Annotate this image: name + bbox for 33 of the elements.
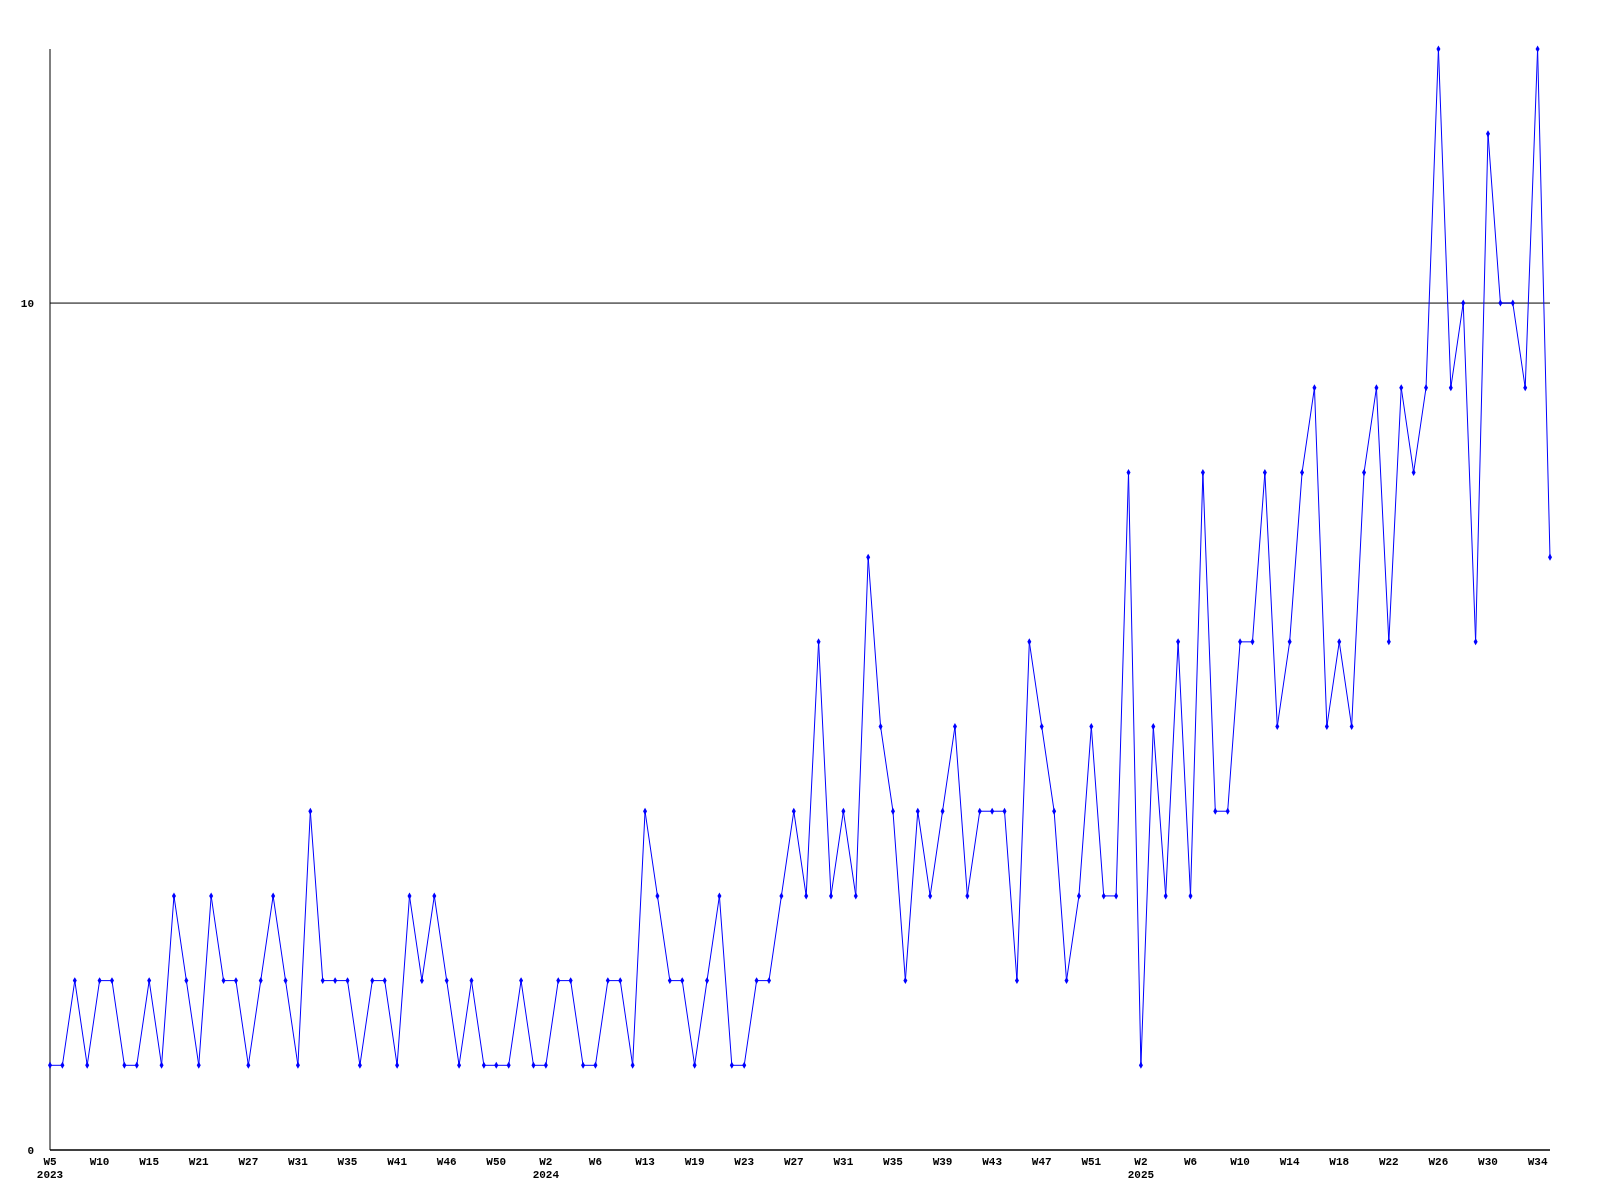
x-tick-label: W13 [635,1156,656,1168]
x-tick-label: W35 [337,1156,358,1168]
x-tick-label: W10 [89,1156,110,1168]
x-tick-label: W30 [1478,1156,1498,1168]
x-tick-label: W39 [932,1156,953,1168]
x-tick-label: W23 [734,1156,755,1168]
x-tick-label: W27 [238,1156,259,1168]
x-tick-label: W47 [1031,1156,1052,1168]
x-tick-label: W31 [288,1156,309,1168]
x-tick-label: W43 [982,1156,1003,1168]
y-tick-label: 10 [20,298,34,311]
x-tick-label: W5 2023 [36,1156,64,1181]
x-tick-label: W51 [1081,1156,1102,1168]
x-tick-label: W15 [139,1156,160,1168]
x-tick-label: W27 [783,1156,804,1168]
x-tick-label: W6 [1183,1156,1198,1168]
x-tick-label: W10 [1230,1156,1250,1168]
x-tick-label: W26 [1428,1156,1449,1168]
x-tick-label: W41 [387,1156,408,1168]
x-tick-label: W35 [883,1156,904,1168]
x-tick-label: W19 [684,1156,705,1168]
x-tick-label: W50 [486,1156,507,1168]
x-tick-label: W2 2025 [1127,1156,1155,1181]
x-tick-label: W46 [436,1156,457,1168]
x-tick-label: W14 [1279,1156,1300,1168]
x-tick-label: W31 [833,1156,854,1168]
x-tick-label: W21 [188,1156,210,1168]
y-tick-label: 0 [27,1145,34,1157]
x-tick-label: W6 [588,1156,603,1168]
x-tick-label: W34 [1527,1156,1548,1168]
x-tick-label: W2 2024 [532,1156,560,1181]
x-tick-label: W22 [1378,1156,1399,1168]
x-tick-label: W18 [1329,1156,1350,1168]
